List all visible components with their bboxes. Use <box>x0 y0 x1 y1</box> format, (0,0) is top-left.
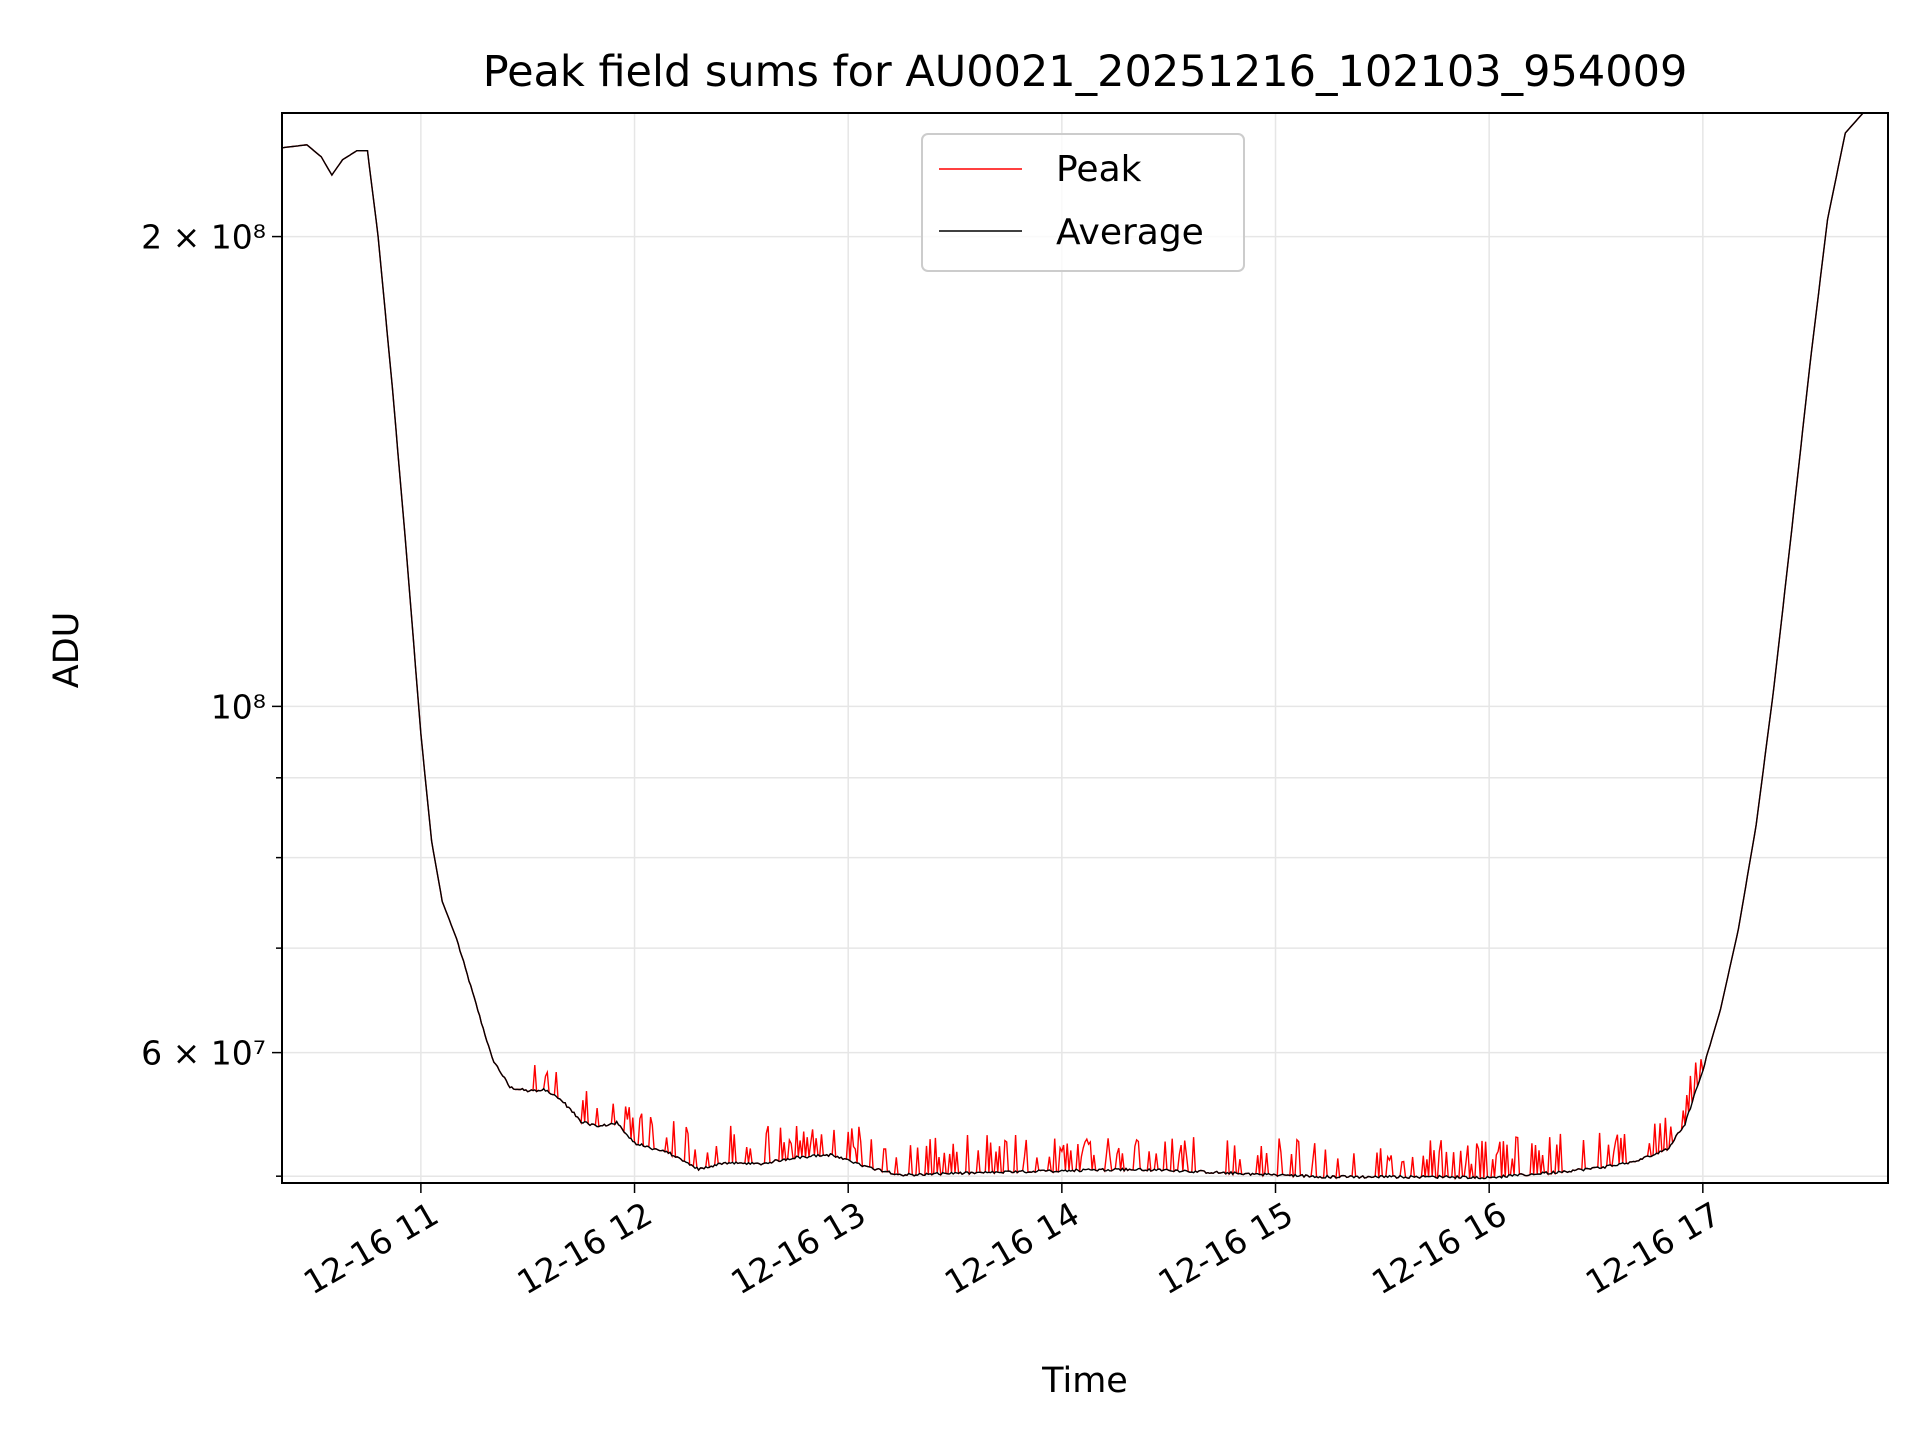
y-axis-label: ADU <box>47 612 87 689</box>
grid-lines <box>282 113 1888 1183</box>
y-axis-ticks: 2 × 10⁸ 10⁸ 6 × 10⁷ <box>141 218 282 1177</box>
legend-label-peak: Peak <box>1056 149 1142 190</box>
y-tick-label: 2 × 10⁸ <box>141 218 266 257</box>
y-tick-label: 10⁸ <box>211 687 266 726</box>
plot-series <box>281 112 1888 1181</box>
x-axis-label: Time <box>1041 1361 1128 1401</box>
chart-title: Peak field sums for AU0021_20251216_1021… <box>483 47 1688 97</box>
legend: Peak Average <box>921 133 1245 272</box>
y-tick-label: 6 × 10⁷ <box>141 1034 266 1073</box>
series-line-average <box>281 112 1888 1180</box>
legend-label-average: Average <box>1056 212 1204 253</box>
plot-frame <box>281 112 1889 1184</box>
